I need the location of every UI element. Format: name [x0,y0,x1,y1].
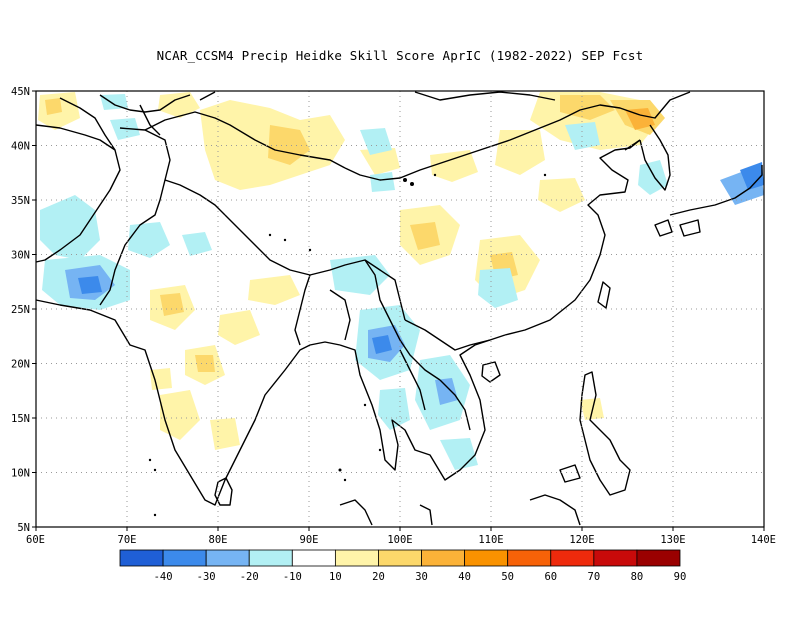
colorbar-swatch [636,549,681,567]
lon-label: 100E [387,534,412,546]
colorbar-label: -40 [154,571,173,583]
colorbar-label: 20 [372,571,385,583]
chart-title: NCAR_CCSM4 Precip Heidke Skill Score Apr… [156,48,644,63]
country-borders [35,91,691,431]
lat-label: 5N [17,522,30,534]
colorbar-swatch [119,549,164,567]
colorbar-swatch [291,549,336,567]
colorbar-label: 40 [458,571,471,583]
colorbar-label: 90 [674,571,687,583]
coastlines [35,124,763,526]
lat-label: 35N [11,195,30,207]
colorbar-label: 70 [588,571,601,583]
lat-label: 40N [11,141,30,153]
colorbar-label: 30 [415,571,428,583]
colorbar-swatch [550,549,595,567]
lat-label: 10N [11,468,30,480]
lon-label: 70E [118,534,137,546]
lon-label: 110E [478,534,503,546]
colorbar-label: -30 [197,571,216,583]
colorbar-swatch [205,549,250,567]
colorbar-label: -10 [283,571,302,583]
colorbar-swatch [334,549,379,567]
latitude-labels: 45N 40N 35N 30N 25N 20N 15N 10N 5N [11,86,36,534]
lon-label: 80E [209,534,228,546]
colorbar-swatch [507,549,552,567]
lat-label: 45N [11,86,30,98]
islands [148,173,547,517]
colorbar-swatch [593,549,638,567]
lat-label: 25N [11,304,30,316]
lon-label: 140E [751,534,776,546]
lon-label: 120E [569,534,594,546]
lat-label: 15N [11,413,30,425]
colorbar-swatch [162,549,207,567]
lon-label: 90E [300,534,319,546]
colorbar-label: 60 [544,571,557,583]
lon-label: 60E [26,534,45,546]
longitude-labels: 60E 70E 80E 90E 100E 110E 120E 130E 140E [26,527,776,546]
skill-score-shading [38,92,764,470]
colorbar-swatch [378,549,422,567]
colorbar-label: 80 [631,571,644,583]
colorbar: -40 -30 -20 -10 10 20 30 40 50 60 70 80 90 [119,549,687,583]
colorbar-label: 50 [501,571,514,583]
lat-label: 20N [11,359,30,371]
colorbar-label: 10 [329,571,342,583]
lon-label: 130E [660,534,685,546]
colorbar-swatch [248,549,293,567]
colorbar-swatch [464,549,509,567]
colorbar-swatch [421,549,466,567]
lat-label: 30N [11,250,30,262]
colorbar-label: -20 [240,571,259,583]
